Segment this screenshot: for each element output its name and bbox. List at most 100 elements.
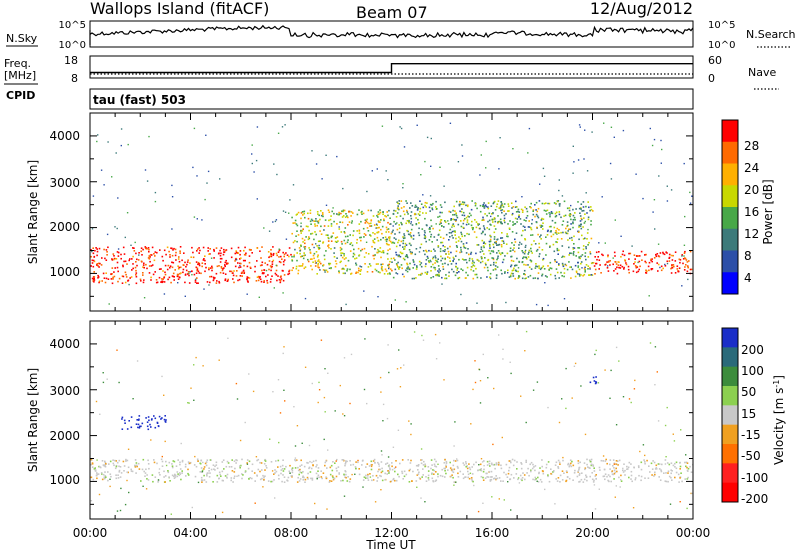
echo-cell (239, 258, 241, 260)
echo-cell (414, 253, 417, 256)
echo-cell (148, 258, 151, 260)
echo-cell-sparse (660, 162, 662, 164)
echo-cell (256, 474, 258, 477)
echo-cell (105, 259, 108, 261)
echo-cell (687, 266, 689, 269)
echo-cell (407, 268, 409, 270)
echo-cell (373, 224, 376, 226)
echo-cell (386, 228, 388, 231)
echo-cell (426, 202, 428, 204)
echo-cell-sparse (657, 243, 660, 245)
echo-cell (460, 268, 462, 270)
echo-cell (149, 260, 151, 263)
echo-cell (460, 233, 463, 236)
echo-cell (651, 268, 654, 270)
echo-cell (103, 248, 105, 251)
echo-cell-sparse (252, 390, 255, 393)
echo-cell (302, 471, 304, 473)
echo-cell (143, 470, 145, 473)
echo-cell (109, 460, 112, 463)
echo-cell (456, 267, 459, 270)
echo-cell (400, 252, 403, 255)
echo-cell (435, 479, 438, 481)
echo-cell (497, 255, 499, 258)
echo-cell (447, 250, 450, 253)
echo-cell (440, 206, 443, 208)
echo-cell-sparse (536, 480, 538, 482)
echo-cell-sparse (334, 410, 336, 412)
echo-cell (194, 281, 197, 283)
echo-cell (400, 264, 403, 266)
echo-cell-sparse (195, 356, 197, 359)
echo-cell (417, 473, 420, 475)
echo-cell (332, 478, 335, 481)
echo-cell (370, 222, 372, 225)
echo-cell (679, 477, 681, 479)
echo-cell (104, 465, 107, 468)
echo-cell (90, 463, 92, 466)
velocity-cbar-tick-100: 100 (741, 364, 764, 378)
echo-cell (462, 473, 464, 475)
echo-cell (300, 225, 302, 228)
echo-cell-sparse (491, 496, 493, 498)
echo-cell (212, 276, 215, 279)
echo-cell (387, 258, 389, 260)
echo-cell (415, 206, 418, 208)
echo-cell (302, 228, 304, 230)
echo-cell (425, 263, 427, 265)
echo-cell (353, 248, 355, 251)
echo-cell-sparse (517, 477, 520, 479)
echo-cell (686, 261, 689, 263)
echo-cell (578, 238, 580, 241)
echo-cell (235, 250, 237, 252)
echo-cell (510, 202, 513, 204)
echo-cell (105, 476, 107, 478)
echo-cell (585, 476, 588, 478)
echo-cell-sparse (549, 214, 551, 216)
echo-cell (306, 461, 308, 464)
velocity-ytick-1000: 1000 (49, 473, 80, 487)
echo-cell-sparse (691, 195, 693, 197)
echo-cell (154, 417, 157, 420)
echo-cell (406, 209, 408, 212)
echo-cell-sparse (622, 467, 624, 470)
echo-cell (476, 258, 479, 261)
echo-cell (102, 272, 105, 275)
echo-cell (116, 251, 119, 253)
echo-cell (414, 204, 417, 207)
echo-cell-sparse (410, 221, 412, 223)
echo-cell (644, 254, 646, 256)
echo-cell (572, 252, 575, 255)
echo-cell (307, 478, 309, 480)
echo-cell (374, 268, 377, 271)
echo-cell (396, 228, 399, 231)
echo-cell (407, 459, 409, 461)
echo-cell-sparse (91, 250, 93, 253)
echo-cell (343, 239, 346, 242)
echo-cell (163, 249, 166, 252)
echo-cell (307, 472, 309, 475)
echo-cell (559, 463, 561, 465)
echo-cell-sparse (691, 492, 693, 495)
echo-cell (630, 470, 633, 473)
echo-cell (134, 464, 136, 467)
echo-cell (556, 271, 559, 274)
echo-cell-sparse (661, 148, 663, 151)
echo-cell (380, 461, 383, 463)
echo-cell (570, 465, 573, 468)
echo-cell (162, 278, 164, 281)
echo-cell (275, 252, 278, 255)
echo-cell-sparse (556, 233, 558, 235)
echo-cell (493, 217, 496, 219)
echo-cell (385, 240, 388, 243)
echo-cell (645, 261, 647, 264)
echo-cell-sparse (274, 497, 276, 499)
echo-cell (539, 478, 542, 481)
echo-cell (230, 466, 233, 468)
echo-cell (97, 277, 99, 279)
echo-cell (408, 268, 411, 271)
echo-cell (273, 473, 275, 475)
echo-cell (162, 270, 164, 272)
echo-cell (513, 250, 516, 253)
echo-cell (446, 247, 449, 250)
